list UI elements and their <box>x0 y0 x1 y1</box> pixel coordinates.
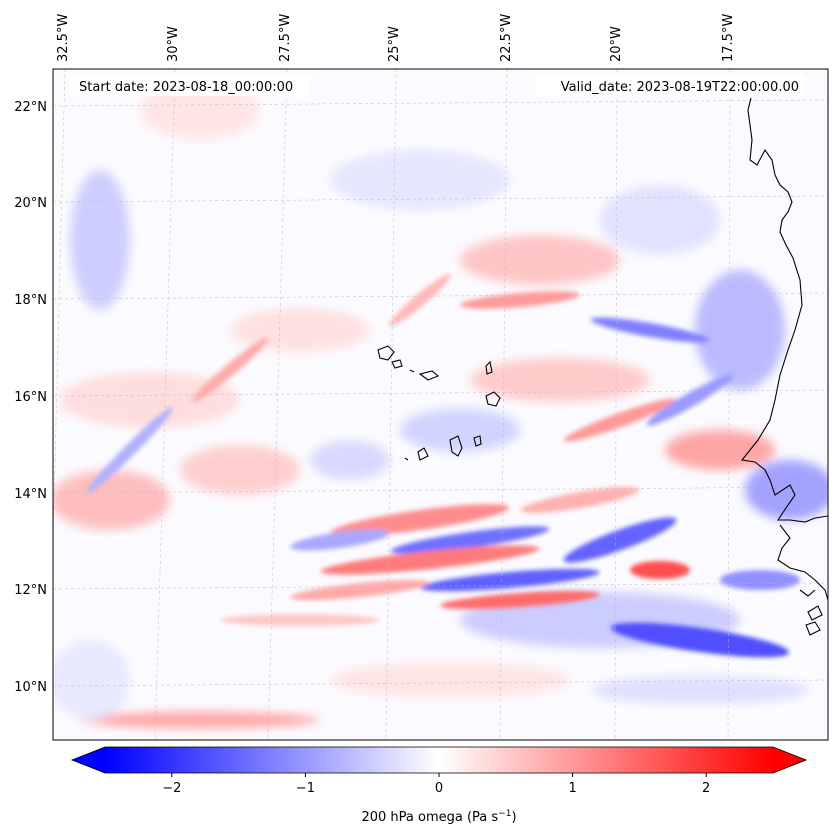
colorbar-outline <box>70 746 808 774</box>
lon-label-27-5w: 27.5°W <box>278 14 293 62</box>
coastline <box>377 97 828 636</box>
map-panel: Start date: 2023-08-18_00:00:00 Valid_da… <box>52 68 829 741</box>
colorbar-tick-label-0: −2 <box>162 781 181 796</box>
colorbar: −2 −1 0 1 2 200 hPa omega (Pa s−1) <box>70 746 808 825</box>
colorbar-gradient <box>105 747 773 773</box>
lon-label-30w: 30°W <box>166 26 181 62</box>
lon-label-22-5w: 22.5°W <box>499 14 514 62</box>
gridlines <box>53 69 828 740</box>
valid-date-box <box>535 75 805 96</box>
colorbar-ticks: −2 −1 0 1 2 <box>162 773 710 796</box>
colorbar-tick-label-3: 1 <box>568 781 576 796</box>
lat-label-12n: 12°N <box>14 583 47 598</box>
lat-label-22n: 22°N <box>14 100 47 115</box>
longitude-labels: 32.5°W 30°W 27.5°W 25°W 22.5°W 20°W 17.5… <box>56 14 736 62</box>
lon-label-17-5w: 17.5°W <box>721 14 736 62</box>
lon-label-25w: 25°W <box>387 26 402 62</box>
colorbar-extend-low <box>72 747 105 773</box>
lat-label-20n: 20°N <box>14 196 47 211</box>
lat-label-14n: 14°N <box>14 487 47 502</box>
colorbar-label-close: ) <box>511 810 516 825</box>
lat-label-10n: 10°N <box>14 680 47 695</box>
colorbar-extend-high <box>773 747 806 773</box>
colorbar-tick-label-1: −1 <box>296 781 315 796</box>
colorbar-label-main: 200 hPa omega (Pa s <box>361 810 498 825</box>
colorbar-label-exponent: −1 <box>498 809 511 819</box>
latitude-labels: 22°N 20°N 18°N 16°N 14°N 12°N 10°N <box>14 100 47 695</box>
colorbar-tick-label-2: 0 <box>435 781 443 796</box>
lat-label-18n: 18°N <box>14 293 47 308</box>
colorbar-tick-label-4: 2 <box>702 781 710 796</box>
start-date-label: Start date: 2023-08-18_00:00:00 <box>79 80 293 95</box>
lon-label-32-5w: 32.5°W <box>56 14 71 62</box>
lat-label-16n: 16°N <box>14 390 47 405</box>
lon-label-20w: 20°W <box>609 26 624 62</box>
colorbar-label: 200 hPa omega (Pa s−1) <box>361 809 516 825</box>
map-frame <box>52 68 829 741</box>
valid-date-label: Valid_date: 2023-08-19T22:00:00.00 <box>561 80 799 95</box>
start-date-box <box>70 75 310 96</box>
